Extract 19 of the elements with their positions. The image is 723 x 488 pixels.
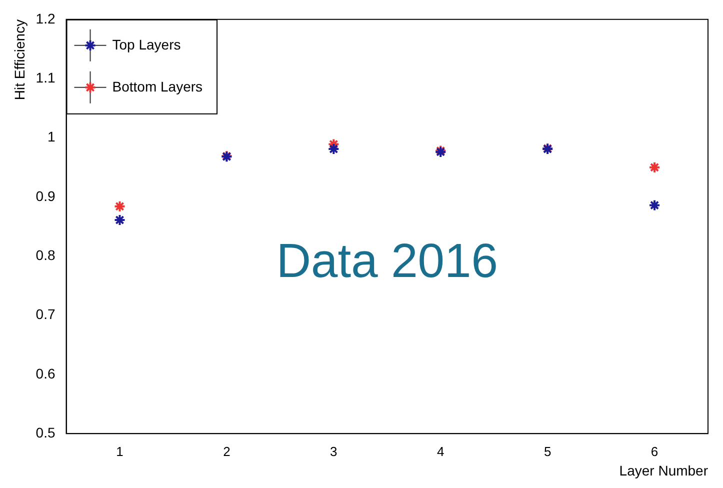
x-axis-title: Layer Number (619, 462, 708, 478)
x-tick-label: 3 (330, 444, 338, 459)
y-tick-label: 0.5 (36, 424, 56, 440)
y-tick-label: 0.7 (36, 306, 56, 322)
x-tick-label: 5 (544, 444, 552, 459)
annotation: Data 2016 (276, 235, 498, 288)
x-tick-label: 2 (223, 444, 230, 459)
y-tick-label: 1.2 (36, 10, 56, 26)
y-tick-label: 1.1 (36, 69, 56, 86)
y-tick-label: 0.6 (36, 365, 56, 382)
x-tick-label: 4 (436, 444, 444, 459)
x-tick-label: 6 (650, 444, 658, 459)
y-tick-label: 1 (47, 128, 56, 145)
y-axis-title: Hit Efficiency (11, 19, 28, 100)
y-tick-label: 0.8 (36, 246, 56, 263)
y-tick-label: 0.9 (36, 188, 56, 204)
legend-label: Top Layers (112, 36, 181, 52)
legend-label: Bottom Layers (112, 78, 203, 94)
x-tick-label: 1 (116, 444, 124, 459)
